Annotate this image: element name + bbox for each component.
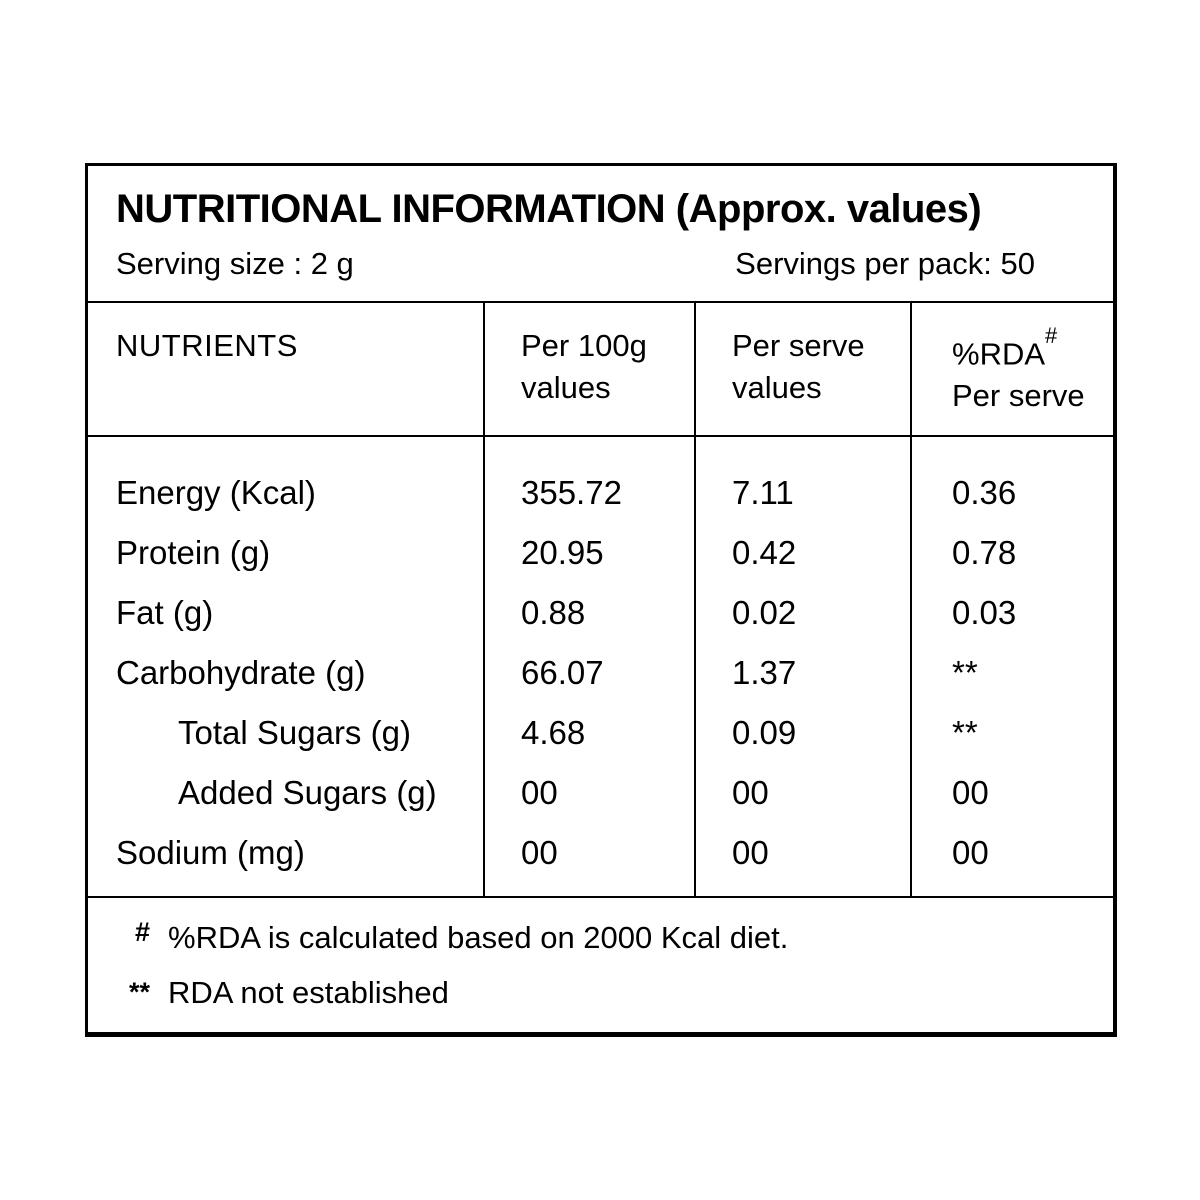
nutrient-label: Protein (g) bbox=[116, 534, 271, 571]
hash-marker: # bbox=[134, 917, 150, 947]
nutrition-panel: NUTRITIONAL INFORMATION (Approx. values)… bbox=[85, 163, 1117, 1037]
table-data-area: Energy (Kcal) Protein (g) Fat (g) Carboh… bbox=[88, 437, 1113, 898]
column-header-rda: %RDA# Per serve bbox=[910, 303, 1113, 435]
footnotes-section: # %RDA is calculated based on 2000 Kcal … bbox=[88, 898, 1113, 1032]
per-serve-value: 0.42 bbox=[732, 534, 797, 571]
footnote-rda-calculation: # %RDA is calculated based on 2000 Kcal … bbox=[88, 910, 1113, 965]
nutrient-label: Sodium (mg) bbox=[116, 834, 305, 871]
per-100g-value: 355.72 bbox=[521, 474, 622, 511]
rda-value: 0.78 bbox=[952, 534, 1017, 571]
nutrient-label: Fat (g) bbox=[116, 594, 214, 631]
nutrient-label: Total Sugars (g) bbox=[178, 714, 411, 751]
column-header-nutrients: NUTRIENTS bbox=[116, 328, 298, 363]
rda-column: 0.36 0.78 0.03 ** ** 00 00 bbox=[910, 437, 1113, 896]
column-header-per-serve: Per serve values bbox=[694, 303, 910, 435]
per-100g-value: 0.88 bbox=[521, 594, 586, 631]
per-serve-value: 7.11 bbox=[732, 474, 794, 511]
per-serve-value: 0.09 bbox=[732, 714, 797, 751]
per-serve-value: 0.02 bbox=[732, 594, 797, 631]
rda-value: 00 bbox=[952, 774, 989, 811]
rda-value: 00 bbox=[952, 834, 989, 871]
table-header-row: NUTRIENTS Per 100g values Per serve valu… bbox=[88, 303, 1113, 437]
serving-size-text: Serving size : 2 g bbox=[116, 246, 354, 281]
nutrient-label: Energy (Kcal) bbox=[116, 474, 316, 511]
per-100g-value: 20.95 bbox=[521, 534, 604, 571]
panel-header-section: NUTRITIONAL INFORMATION (Approx. values)… bbox=[88, 166, 1113, 303]
servings-per-pack-text: Servings per pack: 50 bbox=[735, 246, 1035, 281]
nutrient-label: Added Sugars (g) bbox=[178, 774, 437, 811]
per-serve-value: 1.37 bbox=[732, 654, 797, 691]
per-serve-value: 00 bbox=[732, 774, 769, 811]
per-serve-column: 7.11 0.42 0.02 1.37 0.09 00 00 bbox=[694, 437, 910, 896]
per-100g-column: 355.72 20.95 0.88 66.07 4.68 00 00 bbox=[483, 437, 694, 896]
column-header-per-100g: Per 100g values bbox=[483, 303, 694, 435]
nutrients-column: Energy (Kcal) Protein (g) Fat (g) Carboh… bbox=[88, 437, 483, 896]
per-100g-value: 00 bbox=[521, 774, 558, 811]
footnote-rda-not-established: ** RDA not established bbox=[88, 965, 1113, 1020]
rda-value: ** bbox=[952, 714, 978, 751]
rda-value: ** bbox=[952, 654, 978, 691]
rda-value: 0.36 bbox=[952, 474, 1017, 511]
serving-info-row: Serving size : 2 g Servings per pack: 50 bbox=[88, 232, 1113, 284]
rda-hash-superscript: # bbox=[1045, 323, 1058, 348]
nutrient-label: Carbohydrate (g) bbox=[116, 654, 366, 691]
per-serve-value: 00 bbox=[732, 834, 769, 871]
per-100g-value: 4.68 bbox=[521, 714, 586, 751]
double-asterisk-marker: ** bbox=[128, 977, 150, 1007]
rda-value: 0.03 bbox=[952, 594, 1017, 631]
per-100g-value: 66.07 bbox=[521, 654, 604, 691]
per-100g-value: 00 bbox=[521, 834, 558, 871]
panel-title: NUTRITIONAL INFORMATION (Approx. values) bbox=[116, 187, 982, 231]
